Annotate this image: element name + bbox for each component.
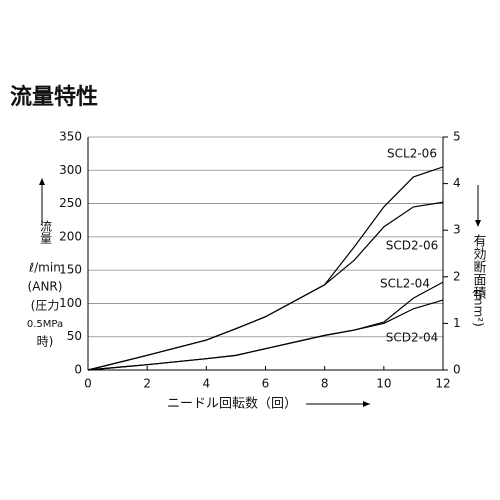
- x-tick-label: 10: [376, 377, 391, 391]
- y2-axis-label: 有効断面積: [471, 234, 487, 299]
- y-axis-label: 流量: [39, 220, 53, 244]
- y-arrow-head: [39, 178, 45, 185]
- y2-tick-label: 3: [453, 223, 461, 237]
- x-tick-label: 12: [435, 377, 450, 391]
- x-arrow-head: [363, 401, 370, 407]
- x-tick-label: 0: [84, 377, 92, 391]
- y2-tick-label: 1: [453, 316, 461, 330]
- y-tick-label: 200: [59, 229, 82, 243]
- y2-axis-label: (mm²): [472, 289, 486, 327]
- series-label: SCD2-06: [386, 239, 438, 253]
- y-axis-label: (圧力: [31, 299, 60, 313]
- x-tick-label: 4: [203, 377, 211, 391]
- y2-arrow-head: [475, 220, 481, 227]
- y-axis-label: ℓ/min: [28, 261, 61, 275]
- y-tick-label: 350: [59, 130, 82, 144]
- series-line: [87, 299, 444, 371]
- y-tick-label: 250: [59, 196, 82, 210]
- y-tick-label: 150: [59, 263, 82, 277]
- y-axis-label: 0.5MPa: [27, 319, 63, 330]
- series-label: SCD2-04: [386, 331, 438, 345]
- y-tick-label: 50: [67, 329, 82, 343]
- x-axis-label: ニードル回転数（回）: [167, 397, 297, 412]
- series-label: SCL2-04: [380, 277, 430, 291]
- x-tick-label: 8: [321, 377, 329, 391]
- y2-tick-label: 5: [453, 130, 461, 144]
- y-tick-label: 0: [74, 363, 82, 377]
- y-tick-label: 300: [59, 163, 82, 177]
- y-axis-label: (ANR): [28, 280, 63, 294]
- series-label: SCL2-06: [387, 147, 437, 161]
- chart-title: 流量特性: [10, 84, 98, 110]
- y-axis-label: 時): [37, 335, 54, 349]
- y-tick-label: 100: [59, 296, 82, 310]
- x-tick-label: 2: [143, 377, 151, 391]
- y2-tick-label: 2: [453, 269, 461, 283]
- series-line: [87, 201, 444, 371]
- x-tick-label: 6: [262, 377, 270, 391]
- y2-tick-label: 4: [453, 176, 461, 190]
- y2-tick-label: 0: [453, 363, 461, 377]
